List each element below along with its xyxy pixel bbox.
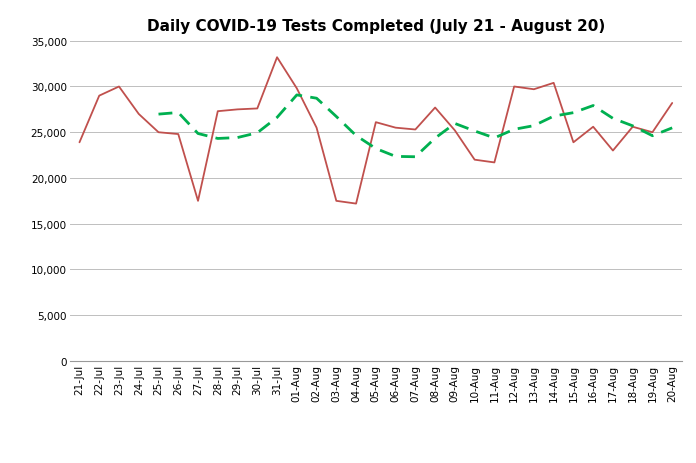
Title: Daily COVID-19 Tests Completed (July 21 - August 20): Daily COVID-19 Tests Completed (July 21 …: [147, 19, 605, 34]
